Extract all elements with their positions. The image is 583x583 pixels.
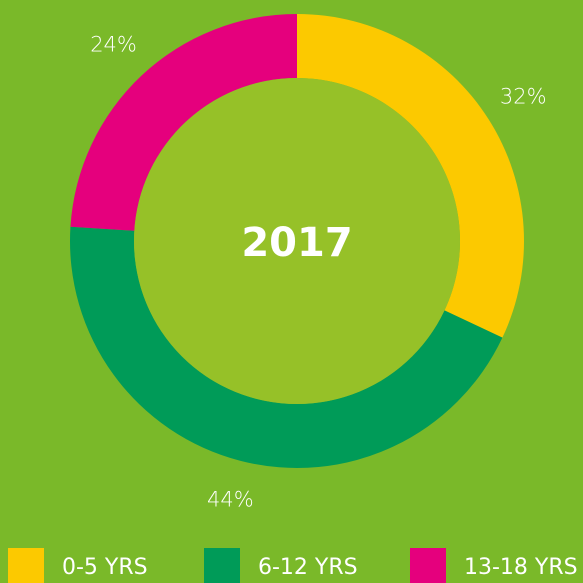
- legend-swatch: [410, 548, 446, 583]
- legend-label: 6-12 YRS: [258, 555, 358, 580]
- value-label: 44%: [207, 488, 254, 512]
- donut-hole: [134, 78, 460, 404]
- value-label: 24%: [90, 33, 137, 57]
- legend-swatch: [204, 548, 240, 583]
- donut-segment: [70, 14, 297, 231]
- value-label: 32%: [500, 84, 547, 108]
- donut-segment: [297, 14, 524, 338]
- legend-swatch: [8, 548, 44, 583]
- donut-segment: [70, 226, 503, 468]
- legend-label: 0-5 YRS: [62, 555, 148, 580]
- legend-label: 13-18 YRS: [464, 555, 578, 580]
- chart-title: 2017: [241, 220, 352, 266]
